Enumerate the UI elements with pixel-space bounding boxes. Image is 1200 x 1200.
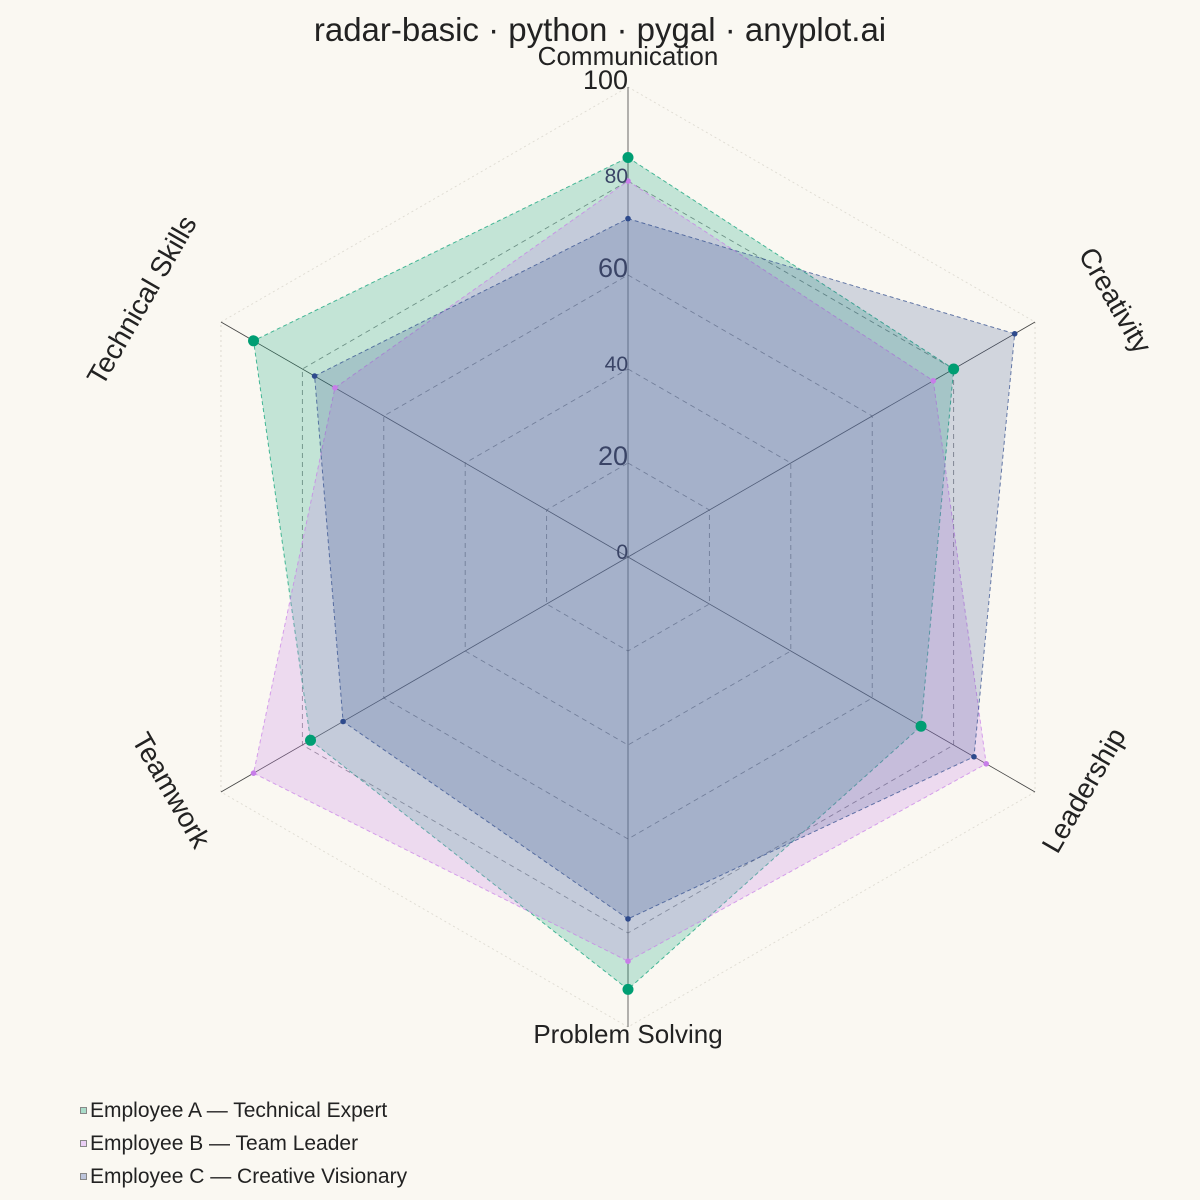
axis-label: Creativity	[1073, 242, 1158, 359]
axis-spoke	[220, 321, 629, 558]
radial-tick-label: 40	[605, 353, 628, 376]
series-area	[314, 218, 1016, 920]
legend-label: Employee C — Creative Visionary	[90, 1165, 408, 1188]
chart-title: radar-basic · python · pygal · anyplot.a…	[314, 11, 886, 48]
data-point	[625, 958, 631, 964]
axis-label: Leadership	[1036, 723, 1132, 858]
axis-label: Teamwork	[126, 727, 217, 854]
legend-label: Employee B — Team Leader	[90, 1132, 359, 1155]
legend-label: Employee A — Technical Expert	[90, 1099, 388, 1122]
radial-tick-label: 0	[616, 541, 628, 564]
data-point	[983, 761, 989, 767]
data-point	[305, 734, 317, 746]
legend-item-employee-b[interactable]: Employee B — Team Leader	[80, 1127, 407, 1160]
data-point	[930, 377, 937, 384]
radial-tick-label: 20	[598, 441, 628, 471]
axis-spoke	[627, 321, 1036, 558]
data-point	[915, 720, 927, 732]
radial-tick-label: 100	[583, 65, 628, 95]
legend-swatch-icon	[80, 1140, 87, 1147]
data-point	[311, 373, 318, 379]
radial-tick-label: 60	[598, 253, 628, 283]
legend-swatch-icon	[80, 1173, 87, 1180]
data-point	[948, 363, 960, 375]
data-point	[250, 770, 257, 776]
data-point	[622, 152, 634, 163]
data-point	[625, 178, 631, 184]
data-point	[971, 753, 977, 760]
data-point	[332, 385, 338, 391]
data-point	[248, 335, 260, 347]
legend-swatch-icon	[80, 1107, 87, 1114]
axis-label: Technical Skills	[81, 210, 203, 390]
data-point	[625, 916, 631, 922]
axis-spoke	[220, 556, 629, 793]
axis-label: Problem Solving	[533, 1019, 722, 1049]
data-point	[1011, 330, 1018, 337]
axis-spoke	[627, 556, 1036, 793]
legend-item-employee-a[interactable]: Employee A — Technical Expert	[80, 1094, 407, 1127]
radial-tick-label: 80	[605, 165, 628, 188]
radar-grid	[220, 86, 1036, 1028]
radar-series	[248, 152, 1018, 995]
data-point	[622, 983, 634, 995]
legend-item-employee-c[interactable]: Employee C — Creative Visionary	[80, 1160, 407, 1193]
axis-label: Communication	[538, 41, 719, 71]
data-point	[625, 215, 631, 222]
data-point	[340, 718, 346, 725]
legend: Employee A — Technical Expert Employee B…	[80, 1094, 407, 1193]
